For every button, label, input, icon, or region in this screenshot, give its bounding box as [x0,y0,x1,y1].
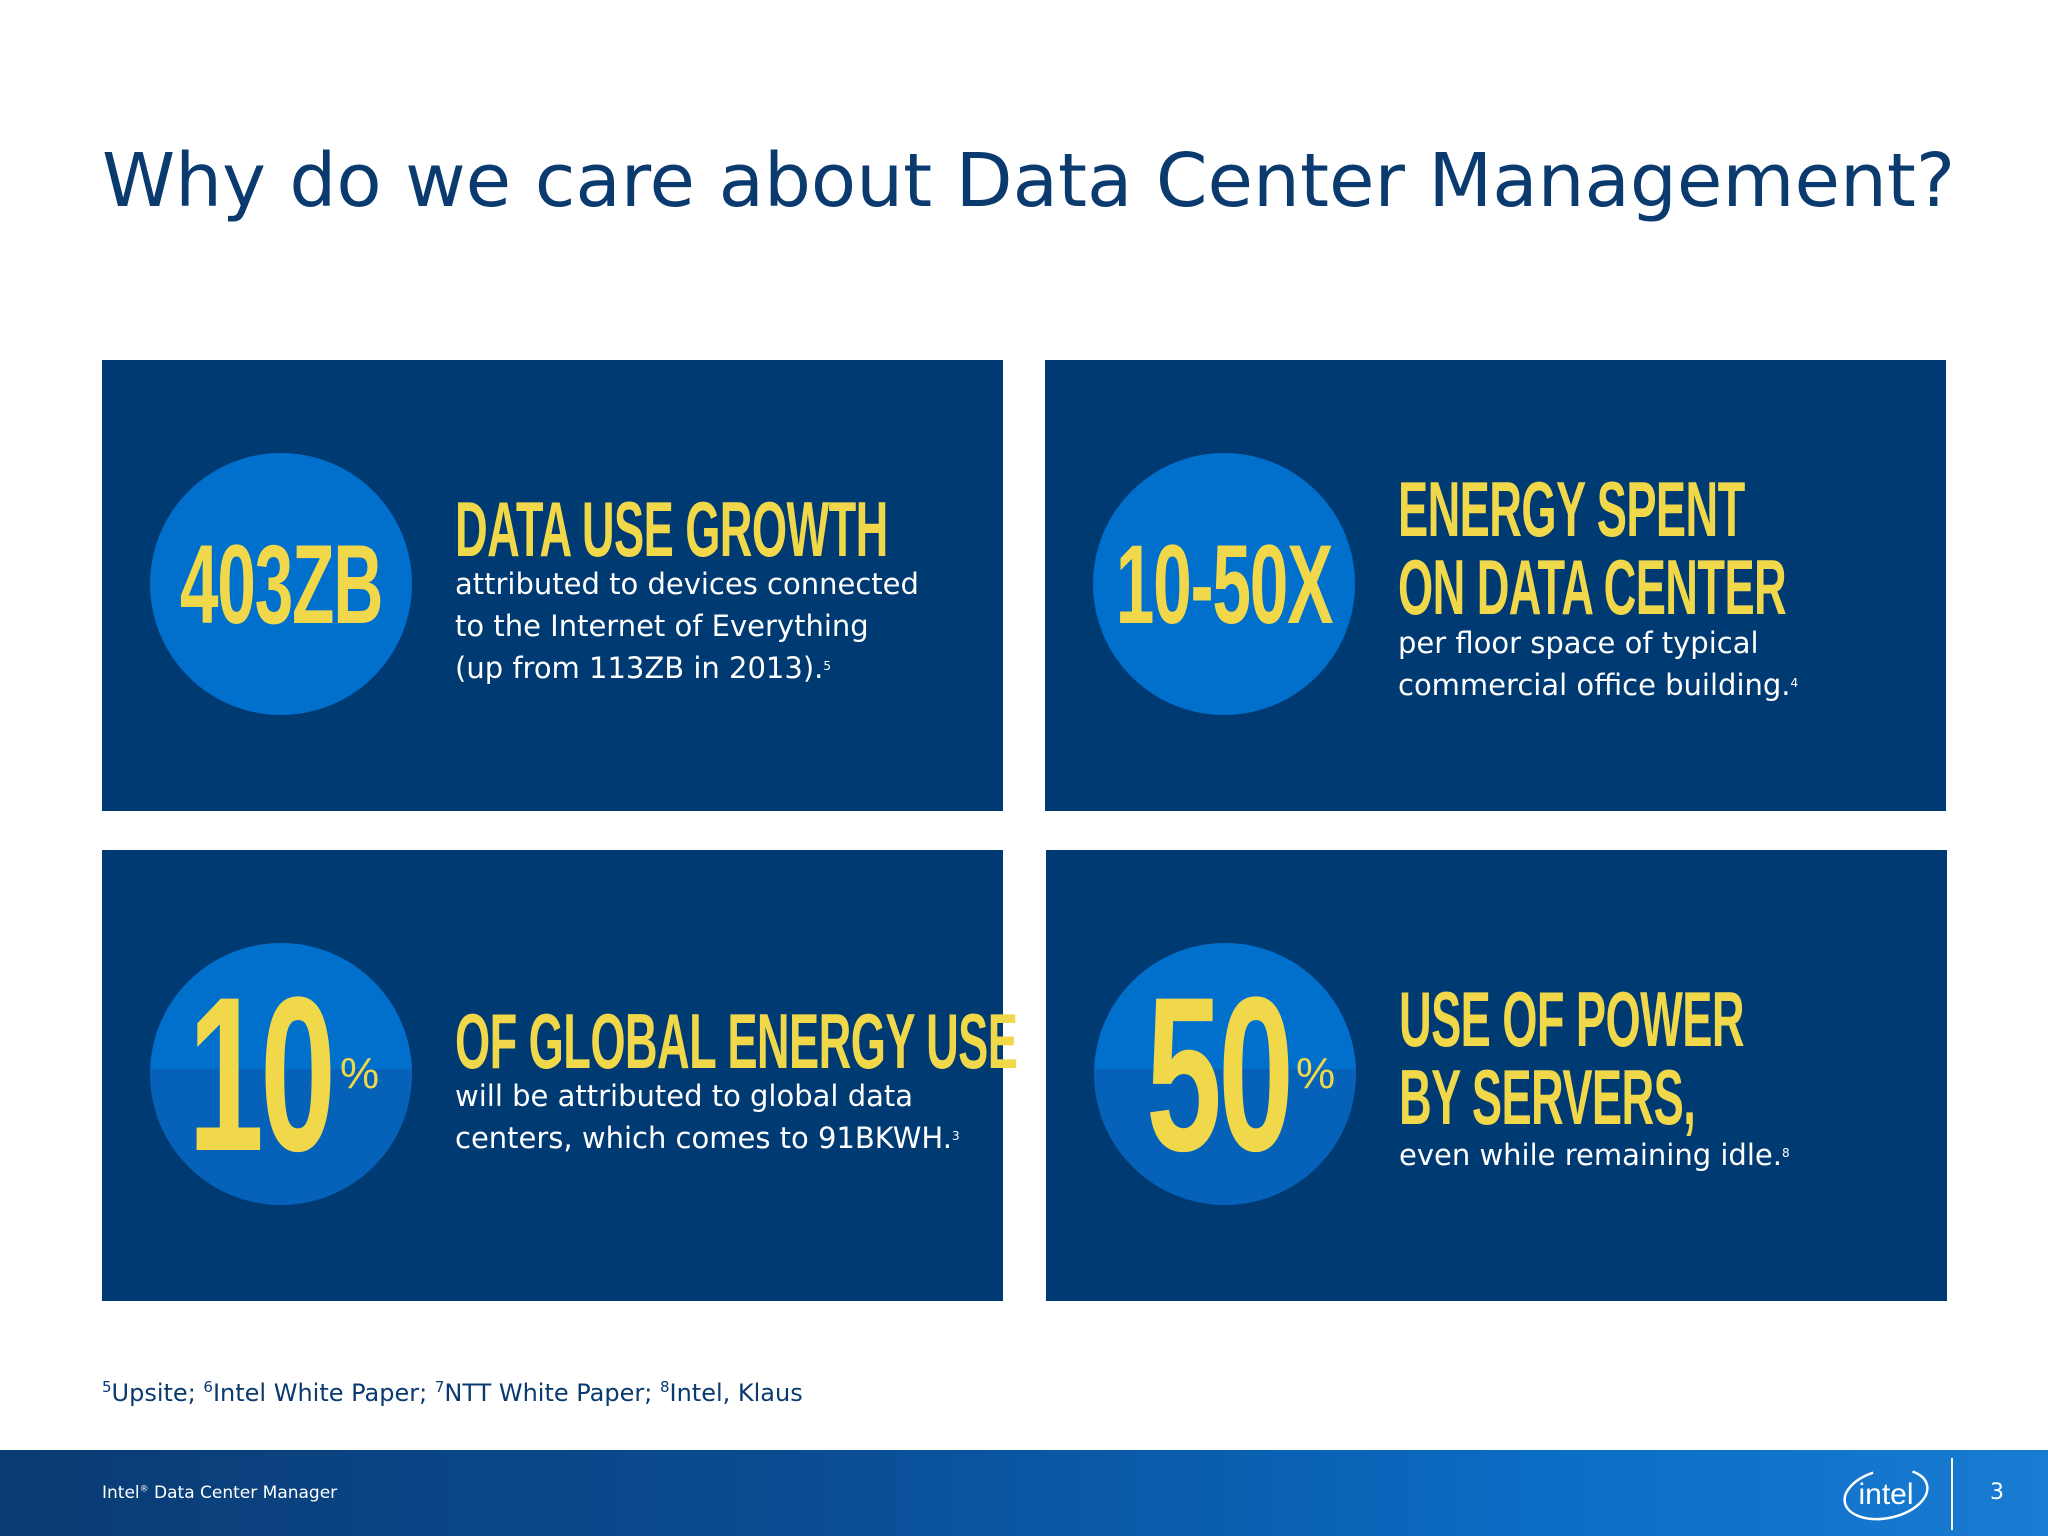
slide-title: Why do we care about Data Center Managem… [102,138,1956,224]
stat-unit: % [340,1049,380,1098]
desc-line: even while remaining idle. [1399,1138,1782,1172]
desc-line: (up from 113ZB in 2013). [455,651,824,685]
stat-headline: DATA USE GROWTH [455,490,888,568]
desc-line: centers, which comes to 91BKWH. [455,1121,952,1155]
product-name: Intel [102,1483,140,1503]
desc-line: will be attributed to global data [455,1079,914,1113]
desc-line: per floor space of typical [1398,626,1759,660]
stat-circle: 10-50X [1093,453,1355,715]
registered-mark: ® [139,1484,149,1495]
desc-line: attributed to devices connected [455,567,919,601]
intel-logo-text: intel [1858,1478,1913,1511]
headline-line: DATA USE GROWTH [455,485,888,573]
footnote-ref: 3 [951,1129,960,1143]
footer-divider [1951,1458,1953,1530]
footnote-number: 6 [203,1378,213,1396]
stat-value: 403ZB [179,521,383,647]
stat-description: attributed to devices connected to the I… [455,563,919,689]
headline-line: ON DATA CENTER [1398,543,1787,631]
stat-description: per floor space of typical commercial of… [1398,622,1798,706]
desc-line: commercial office building. [1398,668,1791,702]
stat-headline: OF GLOBAL ENERGY USE [455,1002,1018,1080]
stat-value: 50 [1146,950,1294,1197]
stat-circle: 403ZB [150,453,412,715]
stat-panel-server-power: 50 % USE OF POWER BY SERVERS, even while… [1046,850,1947,1301]
footnote-text: Intel White Paper; [212,1379,435,1407]
headline-line: ENERGY SPENT [1398,465,1745,553]
stat-description: even while remaining idle.8 [1399,1134,1790,1176]
stat-panel-data-growth: 403ZB DATA USE GROWTH attributed to devi… [102,360,1003,811]
stat-panel-energy-spent: 10-50X ENERGY SPENT ON DATA CENTER per f… [1045,360,1946,811]
footer-bar: Intel® Data Center Manager intel 3 [0,1450,2048,1536]
footnote-ref: 5 [823,659,831,673]
headline-line: OF GLOBAL ENERGY USE [455,997,1018,1085]
stat-panel-global-energy: 10 % OF GLOBAL ENERGY USE will be attrib… [102,850,1018,1301]
footnote-number: 7 [434,1378,445,1396]
intel-logo: intel [1843,1467,1929,1521]
stat-value: 10 [188,950,336,1197]
footnote-text: NTT White Paper; [444,1379,660,1407]
footnote-ref: 8 [1781,1146,1790,1160]
footnote-number: 5 [102,1378,112,1396]
headline-line: BY SERVERS, [1399,1053,1696,1141]
stat-description: will be attributed to global data center… [455,1075,960,1159]
product-suffix: Data Center Manager [148,1483,338,1503]
page-number: 3 [1990,1480,2004,1505]
stat-headline: USE OF POWER BY SERVERS, [1399,975,1745,1141]
footnote-number: 8 [659,1378,670,1396]
footnote-text: Intel, Klaus [669,1379,803,1407]
headline-line: USE OF POWER [1399,975,1745,1063]
footnote-ref: 4 [1790,676,1799,690]
footnote-sources: 5Upsite; 6Intel White Paper; 7NTT White … [102,1378,803,1407]
stat-circle: 50 % [1094,943,1356,1205]
stat-unit: % [1296,1049,1336,1098]
footer-product-name: Intel® Data Center Manager [102,1483,337,1503]
stat-circle: 10 % [150,943,412,1205]
desc-line: to the Internet of Everything [455,609,869,643]
footnote-text: Upsite; [111,1379,204,1407]
stat-value: 10-50X [1115,521,1334,647]
stat-headline: ENERGY SPENT ON DATA CENTER [1398,465,1787,631]
